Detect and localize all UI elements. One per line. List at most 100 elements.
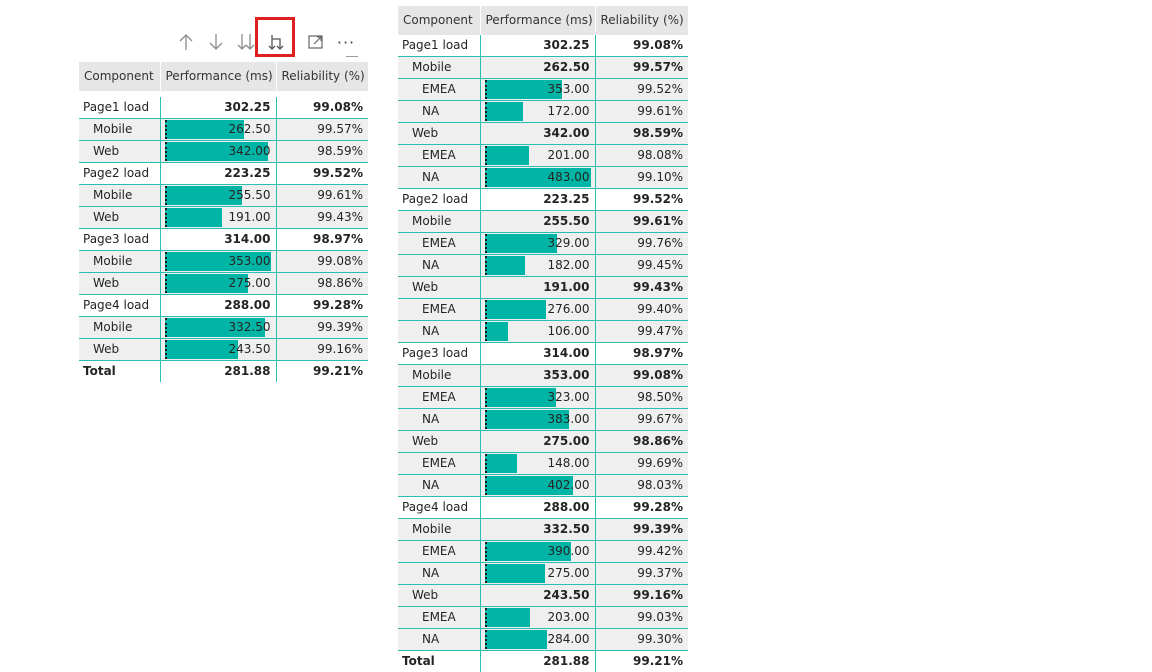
reliability-value: 99.28% [595,497,688,519]
table-row[interactable]: Page4 load 288.00 99.28% [79,295,368,317]
column-header-component[interactable]: Component [79,62,160,91]
row-label: Mobile [398,519,480,541]
performance-value: 284.00 [548,632,590,646]
performance-cell: 243.50 [480,585,595,607]
performance-value: 302.25 [224,100,270,114]
more-options-button[interactable]: ··· [332,26,360,58]
reliability-value: 99.03% [595,607,688,629]
reliability-value: 99.16% [276,339,368,361]
performance-value: 275.00 [543,434,589,448]
row-label: NA [398,563,480,585]
reliability-value: 99.42% [595,541,688,563]
performance-cell: 288.00 [480,497,595,519]
performance-cell: 223.25 [160,163,276,185]
row-label: Mobile [79,317,160,339]
data-bar [485,146,529,165]
column-header-reliability[interactable]: Reliability (%) [595,6,688,35]
row-label: EMEA [398,79,480,101]
performance-value: 302.25 [543,38,589,52]
reliability-value: 99.67% [595,409,688,431]
performance-value: 353.00 [548,82,590,96]
drill-down-button[interactable] [202,26,230,58]
row-label: EMEA [398,299,480,321]
column-header-component[interactable]: Component [398,6,480,35]
reliability-value: 99.39% [595,519,688,541]
column-header-reliability[interactable]: Reliability (%) [276,62,368,91]
performance-value: 323.00 [548,390,590,404]
row-label: Page2 load [398,189,480,211]
performance-cell: 314.00 [480,343,595,365]
performance-cell: 223.25 [480,189,595,211]
row-label: NA [398,409,480,431]
data-bar [485,300,546,319]
arrow-up-icon [178,33,194,51]
total-label: Total [398,651,480,672]
performance-cell: 332.50 [160,317,276,339]
performance-value: 314.00 [543,346,589,360]
reliability-value: 99.69% [595,453,688,475]
column-header-performance[interactable]: Performance (ms) [160,62,276,91]
reliability-value: 99.08% [276,97,368,119]
performance-value: 383.00 [548,412,590,426]
row-label: Web [79,339,160,361]
performance-value: 288.00 [224,298,270,312]
row-label: EMEA [398,145,480,167]
row-label: Page4 load [79,295,160,317]
performance-value: 201.00 [548,148,590,162]
reliability-value: 98.97% [276,229,368,251]
performance-cell: 243.50 [160,339,276,361]
performance-cell: 383.00 [480,409,595,431]
right-matrix-table: Component Performance (ms) Reliability (… [398,6,688,672]
reliability-value: 99.10% [595,167,688,189]
row-label: Mobile [79,251,160,273]
table-row[interactable]: NA 383.00 99.67% [398,409,688,431]
reliability-value: 99.08% [595,35,688,57]
drill-up-button[interactable] [172,26,200,58]
reliability-value: 99.45% [595,255,688,277]
column-header-performance[interactable]: Performance (ms) [480,6,595,35]
total-label: Total [79,361,160,383]
reliability-value: 99.28% [276,295,368,317]
performance-cell: 284.00 [480,629,595,651]
focus-mode-button[interactable] [302,26,330,58]
row-label: EMEA [398,453,480,475]
